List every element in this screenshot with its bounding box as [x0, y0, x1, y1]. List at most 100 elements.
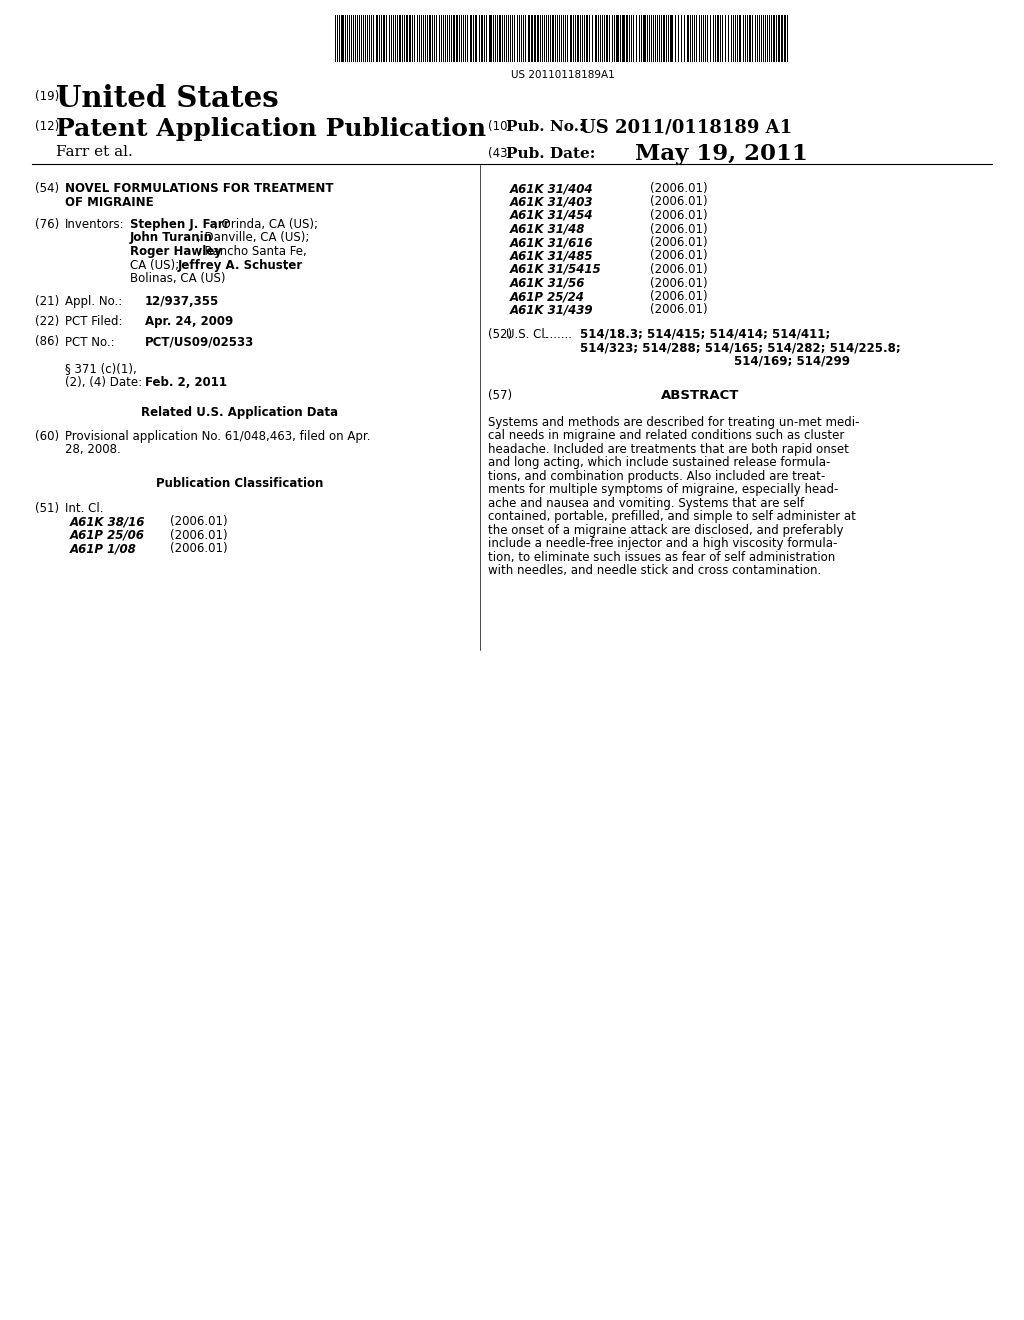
Text: A61K 31/56: A61K 31/56 [510, 276, 586, 289]
Text: (43): (43) [488, 147, 512, 160]
Text: (12): (12) [35, 120, 59, 133]
Bar [606, 15, 608, 62]
Text: A61K 38/16: A61K 38/16 [70, 515, 145, 528]
Text: Patent Application Publication: Patent Application Publication [56, 117, 486, 141]
Text: 514/169; 514/299: 514/169; 514/299 [734, 355, 850, 368]
Text: A61P 1/08: A61P 1/08 [70, 543, 137, 554]
Text: (2006.01): (2006.01) [170, 528, 227, 541]
Text: A61K 31/48: A61K 31/48 [510, 223, 586, 235]
Text: (54): (54) [35, 182, 59, 195]
Text: Provisional application No. 61/048,463, filed on Apr.: Provisional application No. 61/048,463, … [65, 430, 371, 444]
Bar [784, 15, 786, 62]
Text: tions, and combination products. Also included are treat-: tions, and combination products. Also in… [488, 470, 825, 483]
Text: and long acting, which include sustained release formula-: and long acting, which include sustained… [488, 455, 830, 469]
Text: Farr et al.: Farr et al. [56, 145, 133, 158]
Text: A61K 31/616: A61K 31/616 [510, 236, 594, 249]
Text: (19): (19) [35, 90, 59, 103]
Text: 28, 2008.: 28, 2008. [65, 444, 121, 457]
Text: , Orinda, CA (US);: , Orinda, CA (US); [214, 218, 318, 231]
Text: A61K 31/439: A61K 31/439 [510, 304, 594, 317]
Bar [383, 15, 385, 62]
Bar [739, 15, 741, 62]
Text: A61K 31/454: A61K 31/454 [510, 209, 594, 222]
Bar [456, 15, 458, 62]
Text: (2006.01): (2006.01) [170, 543, 227, 554]
Text: cal needs in migraine and related conditions such as cluster: cal needs in migraine and related condit… [488, 429, 845, 442]
Text: (2006.01): (2006.01) [650, 182, 708, 195]
Text: ,: , [284, 259, 288, 272]
Text: , Rancho Santa Fe,: , Rancho Santa Fe, [198, 246, 307, 257]
Text: U.S. Cl.: U.S. Cl. [506, 327, 549, 341]
Bar [643, 15, 646, 62]
Text: Systems and methods are described for treating un-met medi-: Systems and methods are described for tr… [488, 416, 859, 429]
Text: Roger Hawley: Roger Hawley [130, 246, 222, 257]
Text: PCT/US09/02533: PCT/US09/02533 [145, 335, 254, 348]
Text: (51): (51) [35, 502, 59, 515]
Text: (2006.01): (2006.01) [170, 515, 227, 528]
Text: Jeffrey A. Schuster: Jeffrey A. Schuster [177, 259, 303, 272]
Bar [616, 15, 618, 62]
Text: tion, to eliminate such issues as fear of self administration: tion, to eliminate such issues as fear o… [488, 550, 836, 564]
Text: OF MIGRAINE: OF MIGRAINE [65, 195, 154, 209]
Text: John Turanin: John Turanin [130, 231, 213, 244]
Bar [570, 15, 572, 62]
Text: CA (US);: CA (US); [130, 259, 183, 272]
Bar [670, 15, 673, 62]
Text: Pub. Date:: Pub. Date: [506, 147, 595, 161]
Bar [531, 15, 534, 62]
Text: United States: United States [56, 84, 279, 114]
Text: (22): (22) [35, 315, 59, 329]
Bar [663, 15, 665, 62]
Text: Publication Classification: Publication Classification [157, 478, 324, 490]
Text: Appl. No.:: Appl. No.: [65, 294, 122, 308]
Text: US 20110118189A1: US 20110118189A1 [511, 70, 614, 81]
Bar [399, 15, 401, 62]
Text: Apr. 24, 2009: Apr. 24, 2009 [145, 315, 233, 329]
Text: § 371 (c)(1),: § 371 (c)(1), [65, 363, 137, 375]
Text: headache. Included are treatments that are both rapid onset: headache. Included are treatments that a… [488, 442, 849, 455]
Bar [475, 15, 477, 62]
Bar [453, 15, 455, 62]
Text: PCT No.:: PCT No.: [65, 335, 115, 348]
Text: (2006.01): (2006.01) [650, 276, 708, 289]
Bar [537, 15, 539, 62]
Text: (76): (76) [35, 218, 59, 231]
Text: (2006.01): (2006.01) [650, 304, 708, 317]
Text: A61K 31/5415: A61K 31/5415 [510, 263, 602, 276]
Bar [595, 15, 597, 62]
Text: Bolinas, CA (US): Bolinas, CA (US) [130, 272, 225, 285]
Text: (2006.01): (2006.01) [650, 195, 708, 209]
Text: 12/937,355: 12/937,355 [145, 294, 219, 308]
Bar [481, 15, 483, 62]
Text: A61K 31/403: A61K 31/403 [510, 195, 594, 209]
Text: ache and nausea and vomiting. Systems that are self: ache and nausea and vomiting. Systems th… [488, 496, 804, 510]
Text: US 2011/0118189 A1: US 2011/0118189 A1 [580, 117, 793, 136]
Text: A61K 31/485: A61K 31/485 [510, 249, 594, 263]
Bar [749, 15, 751, 62]
Text: Int. Cl.: Int. Cl. [65, 502, 103, 515]
Text: with needles, and needle stick and cross contamination.: with needles, and needle stick and cross… [488, 564, 821, 577]
Bar [577, 15, 579, 62]
Text: (10): (10) [488, 120, 512, 133]
Text: (57): (57) [488, 388, 512, 401]
Bar [489, 15, 492, 62]
Bar [499, 15, 501, 62]
Bar [552, 15, 554, 62]
Text: (2006.01): (2006.01) [650, 249, 708, 263]
Text: ments for multiple symptoms of migraine, especially head-: ments for multiple symptoms of migraine,… [488, 483, 839, 496]
Bar [534, 15, 536, 62]
Text: (21): (21) [35, 294, 59, 308]
Text: (2006.01): (2006.01) [650, 263, 708, 276]
Text: (52): (52) [488, 327, 512, 341]
Text: Related U.S. Application Data: Related U.S. Application Data [141, 405, 339, 418]
Text: Stephen J. Farr: Stephen J. Farr [130, 218, 229, 231]
Text: A61K 31/404: A61K 31/404 [510, 182, 594, 195]
Bar [409, 15, 411, 62]
Bar [470, 15, 472, 62]
Text: May 19, 2011: May 19, 2011 [635, 143, 808, 165]
Text: ........: ........ [543, 327, 573, 341]
Text: Feb. 2, 2011: Feb. 2, 2011 [145, 376, 227, 389]
Bar [778, 15, 780, 62]
Text: PCT Filed:: PCT Filed: [65, 315, 123, 329]
Bar [773, 15, 775, 62]
